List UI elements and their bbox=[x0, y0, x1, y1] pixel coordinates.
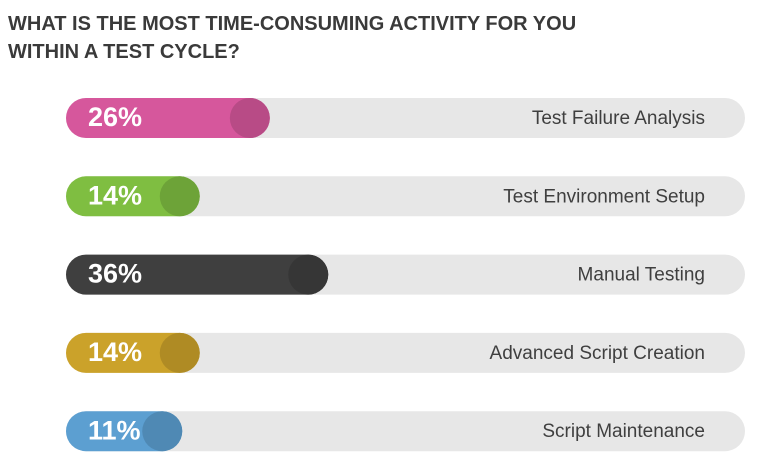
value-label: 36% bbox=[88, 259, 142, 289]
category-label: Test Failure Analysis bbox=[532, 108, 705, 129]
value-label: 26% bbox=[88, 102, 142, 132]
bar-cap bbox=[229, 98, 270, 138]
bar-cap bbox=[288, 254, 329, 295]
bar bbox=[66, 254, 329, 295]
bar-track bbox=[66, 176, 745, 217]
category-label: Manual Testing bbox=[578, 265, 705, 286]
value-label: 11% bbox=[88, 415, 141, 445]
bar-cap bbox=[142, 411, 183, 452]
bar bbox=[66, 98, 270, 138]
bar-cap bbox=[159, 176, 200, 217]
bar-cap bbox=[159, 332, 200, 373]
category-label: Script Maintenance bbox=[542, 421, 705, 442]
value-label: 14% bbox=[88, 337, 142, 367]
category-label: Test Environment Setup bbox=[503, 186, 705, 207]
bar-track bbox=[66, 411, 745, 452]
chart-title: WHAT IS THE MOST TIME-CONSUMING ACTIVITY… bbox=[8, 13, 576, 35]
bar-track bbox=[66, 332, 745, 373]
chart-title: WITHIN A TEST CYCLE? bbox=[8, 41, 240, 63]
value-label: 14% bbox=[88, 180, 142, 210]
category-label: Advanced Script Creation bbox=[490, 343, 705, 364]
